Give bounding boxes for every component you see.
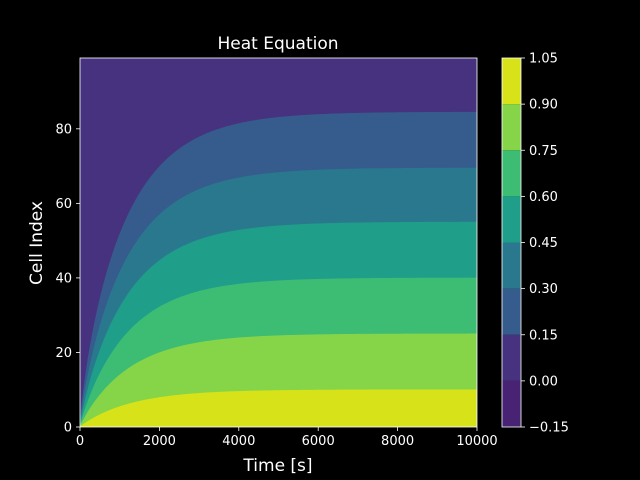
- y-tick-label: 60: [55, 197, 72, 212]
- y-axis-label: Cell Index: [27, 201, 47, 285]
- y-tick-label: 20: [55, 346, 72, 361]
- colorbar-tick-label: 0.45: [529, 236, 558, 251]
- colorbar-segment: [502, 380, 521, 427]
- colorbar-tick-label: 0.30: [529, 282, 558, 297]
- colorbar-tick-label: 0.90: [529, 98, 558, 113]
- y-tick-label: 80: [55, 122, 72, 137]
- colorbar: −0.15 0.00 0.15 0.30 0.45 0.60 0.75 0.90 1.05: [501, 52, 569, 436]
- x-tick-label: 2000: [143, 434, 176, 449]
- colorbar-tick-label: 0.00: [529, 374, 558, 389]
- y-axis: 0 20 40 60 80: [55, 122, 80, 436]
- colorbar-tick-label: 0.75: [529, 144, 558, 159]
- colorbar-segment: [502, 104, 521, 151]
- chart-title: Heat Equation: [217, 34, 338, 54]
- contour-band-0.90: [80, 389, 477, 427]
- plot-area: [79, 57, 478, 428]
- colorbar-tick-label: 0.60: [529, 190, 558, 205]
- x-tick-label: 0: [76, 434, 84, 449]
- colorbar-segment: [502, 334, 521, 381]
- colorbar-tick-label: 0.15: [529, 328, 558, 343]
- x-tick-label: 4000: [222, 434, 255, 449]
- y-tick-label: 40: [55, 271, 72, 286]
- plot-frame: [79, 57, 478, 428]
- colorbar-tick-label: 1.05: [529, 52, 558, 67]
- y-tick-label: 0: [64, 421, 72, 436]
- colorbar-segment: [502, 196, 521, 243]
- colorbar-segment: [502, 242, 521, 289]
- x-axis: 0 2000 4000 6000 8000 10000: [76, 427, 498, 449]
- x-tick-label: 8000: [381, 434, 414, 449]
- x-tick-label: 6000: [302, 434, 335, 449]
- colorbar-segment: [502, 58, 521, 105]
- x-axis-label: Time [s]: [242, 456, 312, 476]
- x-tick-label: 10000: [456, 434, 497, 449]
- colorbar-segment: [502, 288, 521, 335]
- colorbar-tick-label: −0.15: [529, 421, 569, 436]
- colorbar-segment: [502, 150, 521, 197]
